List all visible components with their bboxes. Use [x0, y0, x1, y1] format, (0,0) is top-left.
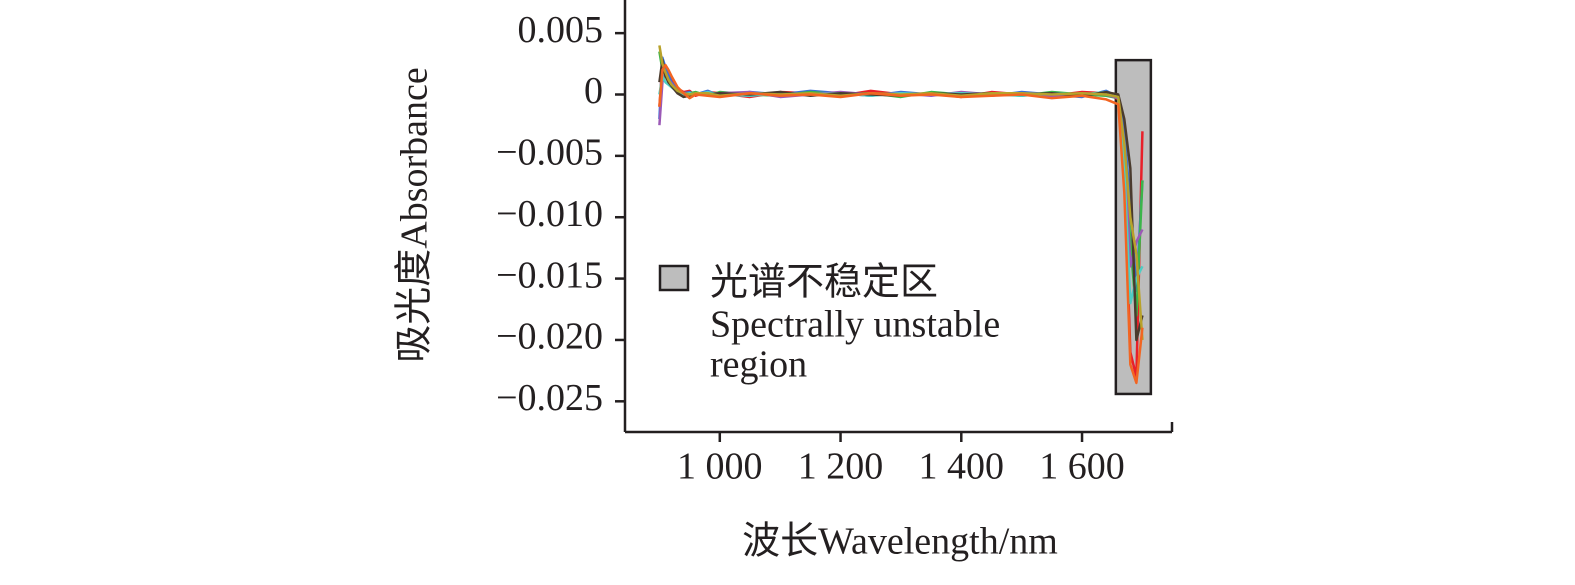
x-axis-label: 波长Wavelength/nm [742, 521, 1058, 563]
y-tick-label: −0.025 [496, 377, 603, 419]
y-tick-label: −0.010 [496, 193, 603, 235]
y-tick-label: 0.005 [518, 9, 604, 51]
series-line [658, 58, 1144, 342]
x-tick-label: 1 400 [919, 446, 1005, 488]
legend-label: 光谱不稳定区 [710, 262, 938, 304]
series-line [658, 71, 1144, 268]
x-tick-label: 1 600 [1039, 446, 1125, 488]
y-tick-label: −0.015 [496, 254, 603, 296]
y-axis-label: 吸光度Absorbance [394, 67, 436, 362]
legend-label: Spectrally unstable [710, 304, 1000, 346]
y-tick-label: −0.020 [496, 316, 603, 358]
x-tick-label: 1 000 [677, 446, 763, 488]
series-line [658, 63, 1144, 385]
legend-swatch [658, 264, 690, 292]
y-tick-label: −0.005 [496, 132, 603, 174]
x-tick-label: 1 200 [798, 446, 884, 488]
legend-label: region [710, 344, 807, 386]
y-tick-label: 0 [584, 70, 603, 112]
